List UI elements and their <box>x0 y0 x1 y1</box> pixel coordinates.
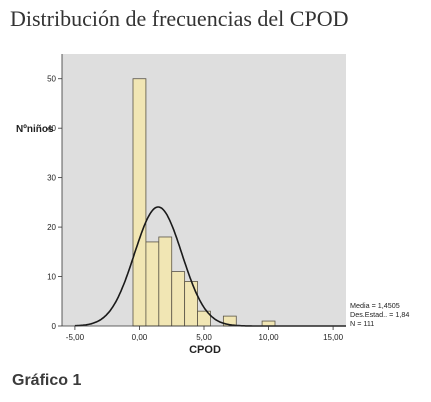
figure-caption: Gráfico 1 <box>12 372 82 389</box>
stats-line: N = 111 <box>350 319 374 328</box>
histogram-bar <box>158 236 173 327</box>
y-tick-label: 10 <box>47 273 56 282</box>
x-tick-label: 0,00 <box>132 333 148 342</box>
histogram-bar <box>171 271 186 327</box>
histogram-bar <box>132 78 147 327</box>
x-axis-ticks: -5,00 0,00 5,00 10,00 15,00 <box>66 326 344 342</box>
plot-area <box>62 54 346 326</box>
stats-line: Media = 1,4505 <box>350 301 400 310</box>
histogram-bar <box>184 281 198 327</box>
histogram-bar <box>145 241 160 327</box>
stats-line: Des.Estad.. = 1,84 <box>350 310 409 319</box>
histogram-bars <box>132 78 276 327</box>
x-tick-label: 10,00 <box>259 333 280 342</box>
y-tick-label: 0 <box>52 322 57 331</box>
y-axis-label: Nºniños <box>16 124 54 135</box>
y-tick-label: 30 <box>47 174 56 183</box>
x-tick-label: -5,00 <box>66 333 85 342</box>
x-tick-label: 5,00 <box>196 333 212 342</box>
histogram-chart: 0 10 20 30 40 50 -5,00 0,00 5,00 10,00 15,00 Nºni… <box>16 54 409 356</box>
x-tick-label: 15,00 <box>323 333 344 342</box>
y-tick-label: 40 <box>47 124 56 133</box>
x-axis-label: CPOD <box>189 344 221 356</box>
y-axis-ticks: 0 10 20 30 40 50 <box>47 75 62 331</box>
y-tick-label: 50 <box>47 75 56 84</box>
page-title: Distribución de frecuencias del CPOD <box>10 6 349 31</box>
y-tick-label: 20 <box>47 223 56 232</box>
